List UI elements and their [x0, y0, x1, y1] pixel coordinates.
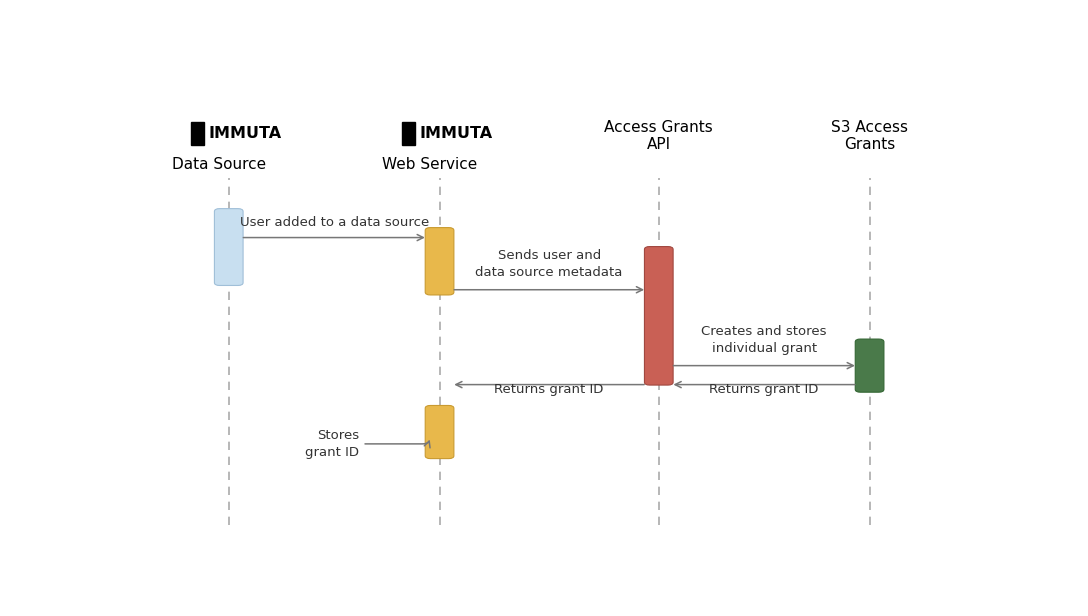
Text: Data Source: Data Source [172, 157, 265, 172]
FancyBboxPatch shape [214, 209, 243, 285]
Text: Sends user and
data source metadata: Sends user and data source metadata [475, 249, 622, 279]
Text: IMMUTA: IMMUTA [209, 126, 282, 140]
Text: Stores
grant ID: Stores grant ID [306, 429, 430, 459]
Text: User added to a data source: User added to a data source [239, 216, 429, 230]
Text: Returns grant ID: Returns grant ID [709, 383, 819, 395]
Text: Returns grant ID: Returns grant ID [494, 383, 604, 395]
FancyBboxPatch shape [425, 227, 454, 295]
Text: API: API [646, 137, 671, 152]
FancyBboxPatch shape [855, 339, 883, 392]
Text: S3 Access: S3 Access [831, 120, 908, 135]
FancyBboxPatch shape [644, 246, 673, 385]
Text: Grants: Grants [844, 137, 895, 152]
Text: Access Grants: Access Grants [605, 120, 713, 135]
FancyBboxPatch shape [190, 122, 205, 145]
Text: IMMUTA: IMMUTA [419, 126, 493, 140]
FancyBboxPatch shape [425, 405, 454, 458]
Text: Web Service: Web Service [382, 157, 477, 172]
FancyBboxPatch shape [401, 122, 416, 145]
Text: Creates and stores
individual grant: Creates and stores individual grant [702, 325, 827, 355]
